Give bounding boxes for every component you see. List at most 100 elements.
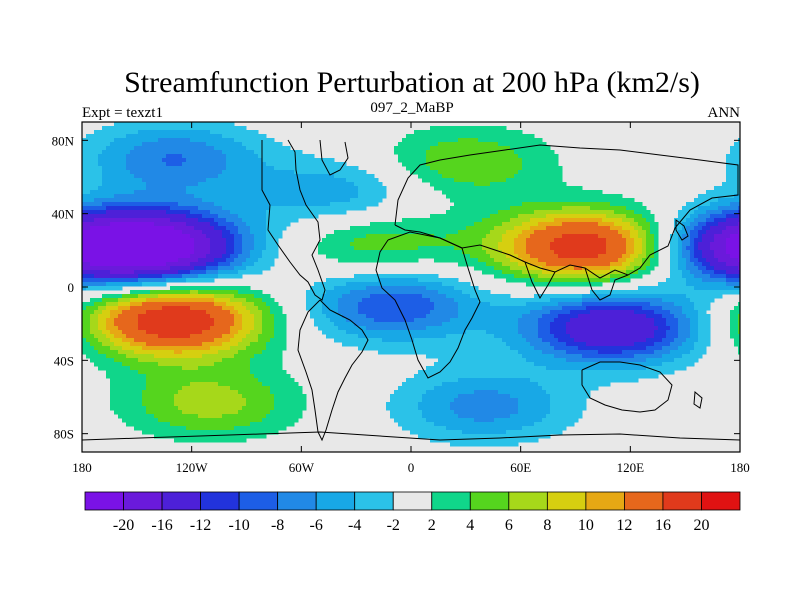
field-cell	[710, 206, 715, 211]
field-cell	[82, 150, 87, 155]
field-cell	[286, 214, 291, 219]
field-cell	[206, 206, 211, 211]
field-cell	[98, 282, 103, 287]
field-cell	[102, 194, 107, 199]
field-cell	[202, 246, 207, 251]
field-cell	[486, 190, 491, 195]
field-cell	[378, 190, 383, 195]
field-cell	[398, 242, 403, 247]
field-cell	[682, 262, 687, 267]
field-cell	[182, 222, 187, 227]
field-cell	[94, 222, 99, 227]
field-cell	[602, 202, 607, 207]
field-cell	[710, 250, 715, 255]
field-cell	[346, 246, 351, 251]
field-cell	[258, 258, 263, 263]
field-cell	[534, 190, 539, 195]
field-cell	[442, 250, 447, 255]
field-cell	[122, 242, 127, 247]
plot-area	[82, 122, 740, 452]
field-cell	[590, 198, 595, 203]
field-cell	[594, 270, 599, 275]
field-cell	[610, 290, 615, 295]
field-cell	[730, 182, 735, 187]
field-cell	[502, 270, 507, 275]
field-cell	[182, 214, 187, 219]
field-cell	[194, 266, 199, 271]
field-cell	[526, 230, 531, 235]
field-cell	[678, 226, 683, 231]
field-cell	[614, 262, 619, 267]
field-cell	[590, 202, 595, 207]
field-cell	[402, 274, 407, 279]
field-cell	[214, 126, 219, 131]
field-cell	[578, 186, 583, 191]
field-cell	[710, 234, 715, 239]
field-cell	[486, 254, 491, 259]
field-cell	[250, 146, 255, 151]
field-cell	[206, 214, 211, 219]
field-cell	[142, 154, 147, 159]
field-cell	[178, 158, 183, 163]
field-cell	[506, 258, 511, 263]
field-cell	[170, 166, 175, 171]
field-cell	[118, 282, 123, 287]
field-cell	[286, 178, 291, 183]
field-cell	[194, 214, 199, 219]
field-cell	[358, 290, 363, 295]
field-cell	[626, 274, 631, 279]
field-cell	[310, 182, 315, 187]
field-cell	[402, 150, 407, 155]
field-cell	[426, 242, 431, 247]
field-cell	[278, 182, 283, 187]
field-cell	[194, 134, 199, 139]
field-cell	[246, 150, 251, 155]
field-cell	[602, 238, 607, 243]
field-cell	[134, 230, 139, 235]
field-cell	[150, 194, 155, 199]
field-cell	[202, 134, 207, 139]
field-cell	[478, 226, 483, 231]
field-cell	[142, 218, 147, 223]
field-cell	[518, 246, 523, 251]
field-cell	[150, 198, 155, 203]
field-cell	[306, 194, 311, 199]
field-cell	[570, 270, 575, 275]
field-cell	[246, 134, 251, 139]
field-cell	[118, 202, 123, 207]
field-cell	[238, 166, 243, 171]
field-cell	[482, 262, 487, 267]
field-cell	[438, 286, 443, 291]
field-cell	[166, 210, 171, 215]
field-cell	[426, 146, 431, 151]
field-cell	[158, 130, 163, 135]
field-cell	[438, 290, 443, 295]
field-cell	[238, 226, 243, 231]
field-cell	[630, 206, 635, 211]
field-cell	[226, 178, 231, 183]
field-cell	[606, 214, 611, 219]
field-cell	[534, 198, 539, 203]
field-cell	[314, 186, 319, 191]
field-cell	[710, 202, 715, 207]
field-cell	[654, 226, 659, 231]
field-cell	[218, 190, 223, 195]
field-cell	[526, 166, 531, 171]
field-cell	[470, 222, 475, 227]
field-cell	[222, 146, 227, 151]
field-cell	[262, 250, 267, 255]
field-cell	[482, 258, 487, 263]
field-cell	[478, 146, 483, 151]
field-cell	[646, 226, 651, 231]
field-cell	[522, 222, 527, 227]
field-cell	[122, 202, 127, 207]
field-cell	[518, 174, 523, 179]
field-cell	[294, 218, 299, 223]
field-cell	[118, 158, 123, 163]
field-cell	[350, 246, 355, 251]
field-cell	[718, 266, 723, 271]
field-cell	[262, 142, 267, 147]
field-cell	[410, 250, 415, 255]
field-cell	[198, 258, 203, 263]
field-cell	[726, 286, 731, 291]
